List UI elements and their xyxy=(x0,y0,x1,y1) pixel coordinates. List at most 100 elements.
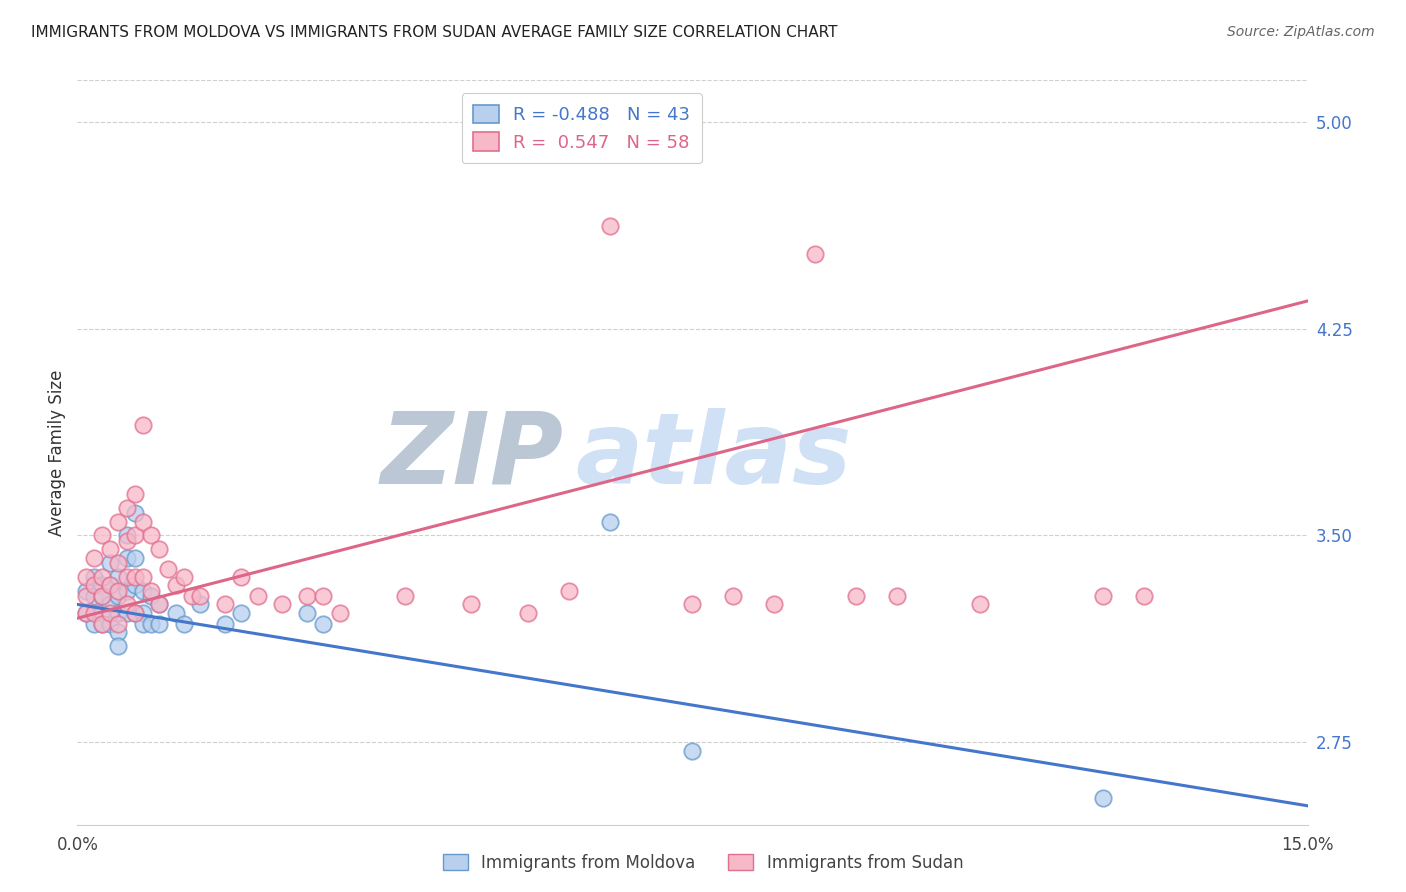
Point xyxy=(90,616,114,631)
Point xyxy=(132,606,155,620)
Point xyxy=(98,578,121,592)
Point xyxy=(90,606,114,620)
Point xyxy=(90,589,114,603)
Point xyxy=(599,515,621,529)
Point xyxy=(141,528,163,542)
Point xyxy=(132,616,155,631)
Point xyxy=(124,487,146,501)
Point xyxy=(90,578,114,592)
Point xyxy=(115,533,138,548)
Point xyxy=(115,570,138,584)
Point xyxy=(98,542,121,557)
Point xyxy=(312,589,335,603)
Point xyxy=(83,589,105,603)
Point xyxy=(107,515,129,529)
Point xyxy=(460,598,482,612)
Point xyxy=(75,589,97,603)
Point xyxy=(1091,790,1114,805)
Point xyxy=(188,598,212,612)
Text: Source: ZipAtlas.com: Source: ZipAtlas.com xyxy=(1227,25,1375,39)
Point xyxy=(90,589,114,603)
Point xyxy=(124,528,146,542)
Point xyxy=(148,616,170,631)
Point xyxy=(682,598,704,612)
Point xyxy=(90,570,114,584)
Point xyxy=(148,598,170,612)
Point xyxy=(231,606,253,620)
Point xyxy=(845,589,868,603)
Point xyxy=(83,616,105,631)
Point xyxy=(165,578,187,592)
Point xyxy=(148,542,170,557)
Text: IMMIGRANTS FROM MOLDOVA VS IMMIGRANTS FROM SUDAN AVERAGE FAMILY SIZE CORRELATION: IMMIGRANTS FROM MOLDOVA VS IMMIGRANTS FR… xyxy=(31,25,838,40)
Point xyxy=(115,598,138,612)
Point xyxy=(141,616,163,631)
Point xyxy=(295,606,318,620)
Point xyxy=(98,616,121,631)
Point xyxy=(107,589,129,603)
Point xyxy=(394,589,416,603)
Text: atlas: atlas xyxy=(575,408,852,505)
Point xyxy=(98,606,121,620)
Point xyxy=(1132,589,1154,603)
Point xyxy=(115,550,138,565)
Point xyxy=(148,598,170,612)
Point xyxy=(98,556,121,570)
Point xyxy=(141,589,163,603)
Point xyxy=(132,418,155,433)
Point xyxy=(107,639,129,653)
Point xyxy=(165,606,187,620)
Point xyxy=(517,606,540,620)
Point xyxy=(83,570,105,584)
Point xyxy=(90,528,114,542)
Point xyxy=(156,561,179,575)
Point xyxy=(231,570,253,584)
Point xyxy=(115,528,138,542)
Point xyxy=(271,598,294,612)
Point xyxy=(295,589,318,603)
Point xyxy=(107,606,129,620)
Point xyxy=(723,589,745,603)
Point xyxy=(181,589,204,603)
Point xyxy=(188,589,212,603)
Point xyxy=(682,744,704,758)
Y-axis label: Average Family Size: Average Family Size xyxy=(48,369,66,536)
Point xyxy=(141,583,163,598)
Point xyxy=(107,625,129,640)
Point xyxy=(124,578,146,592)
Point xyxy=(763,598,786,612)
Point xyxy=(75,606,97,620)
Point xyxy=(83,606,105,620)
Point xyxy=(107,570,129,584)
Point xyxy=(75,570,97,584)
Point xyxy=(246,589,269,603)
Point xyxy=(115,500,138,515)
Point xyxy=(98,578,121,592)
Point xyxy=(90,616,114,631)
Point xyxy=(124,550,146,565)
Point xyxy=(312,616,335,631)
Point xyxy=(214,598,236,612)
Point xyxy=(558,583,581,598)
Point xyxy=(98,598,121,612)
Text: ZIP: ZIP xyxy=(380,408,564,505)
Point xyxy=(115,606,138,620)
Point xyxy=(132,583,155,598)
Point xyxy=(173,616,195,631)
Point xyxy=(214,616,236,631)
Legend: R = -0.488   N = 43, R =  0.547   N = 58: R = -0.488 N = 43, R = 0.547 N = 58 xyxy=(461,93,702,163)
Point xyxy=(83,578,105,592)
Point xyxy=(75,583,97,598)
Point xyxy=(83,550,105,565)
Point xyxy=(329,606,352,620)
Point xyxy=(1091,589,1114,603)
Point xyxy=(132,570,155,584)
Legend: Immigrants from Moldova, Immigrants from Sudan: Immigrants from Moldova, Immigrants from… xyxy=(436,847,970,879)
Point xyxy=(107,616,129,631)
Point xyxy=(75,606,97,620)
Point xyxy=(132,515,155,529)
Point xyxy=(124,606,146,620)
Point xyxy=(124,606,146,620)
Point xyxy=(124,570,146,584)
Point xyxy=(886,589,908,603)
